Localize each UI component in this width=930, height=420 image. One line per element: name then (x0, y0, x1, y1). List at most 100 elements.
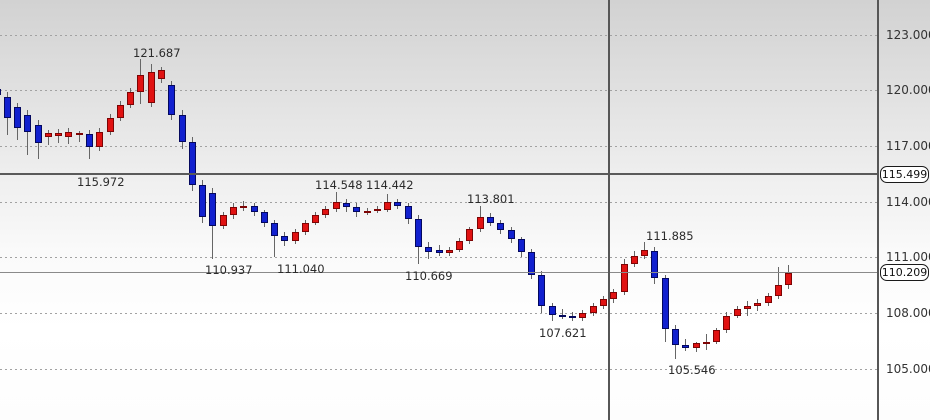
candlestick-down (343, 203, 351, 207)
candlestick-down (548, 306, 556, 315)
candlestick-up (641, 249, 649, 257)
candle-wick (777, 267, 779, 299)
candlestick-down (394, 202, 402, 206)
candlestick-down (178, 114, 186, 142)
candlestick-up (456, 241, 464, 250)
price-annotation: 113.801 (467, 192, 515, 206)
candlestick-down (168, 85, 176, 115)
price-level-line (0, 173, 878, 176)
candlestick-up (476, 217, 484, 230)
candle-wick (572, 311, 574, 322)
candlestick-down (0, 88, 1, 96)
candlestick-down (14, 107, 22, 128)
candlestick-up (610, 292, 618, 299)
candlestick-up (96, 131, 104, 148)
candlestick-up (466, 229, 474, 242)
candle-wick (27, 110, 29, 155)
candlestick-up (229, 206, 237, 216)
candlestick-up (332, 202, 340, 209)
price-annotation: 114.548 (315, 178, 363, 192)
price-annotation: 114.442 (366, 178, 414, 192)
price-annotation: 110.937 (205, 263, 253, 277)
gridline (0, 145, 878, 147)
candlestick-down (528, 252, 536, 275)
candlestick-down (281, 235, 289, 242)
candlestick-up (322, 208, 330, 216)
candlestick-up (764, 296, 772, 304)
gridline (0, 368, 878, 370)
candlestick-up (127, 91, 135, 105)
candlestick-down (558, 314, 566, 317)
candlestick-up (723, 315, 731, 331)
price-annotation: 115.972 (77, 175, 125, 189)
candle-wick (685, 338, 687, 351)
gridline (0, 313, 878, 315)
candlestick-down (682, 345, 690, 349)
candlestick-up (147, 72, 155, 103)
candlestick-down (661, 278, 669, 330)
candlestick-up (600, 298, 608, 307)
price-level-line (0, 272, 878, 274)
candlestick-down (486, 217, 494, 223)
candle-wick (78, 130, 80, 142)
candlestick-up (733, 309, 741, 316)
candlestick-up (579, 312, 587, 319)
candlestick-down (404, 205, 412, 219)
price-annotation: 110.669 (405, 269, 453, 283)
price-annotation: 107.621 (539, 326, 587, 340)
candlestick-up (774, 284, 782, 297)
candlestick-down (209, 192, 217, 227)
candlestick-down (188, 141, 196, 185)
candlestick-down (250, 205, 258, 213)
axis-separator-line (877, 0, 879, 420)
gridline (0, 201, 878, 203)
candlestick-down (34, 125, 42, 143)
candlestick-down (199, 184, 207, 218)
crosshair-vertical-line (608, 0, 610, 420)
candlestick-up (312, 215, 320, 223)
candle-wick (335, 192, 337, 212)
gridline (0, 257, 878, 259)
axis-tick-label: 123.000 (886, 27, 930, 42)
candlestick-down (414, 218, 422, 247)
candlestick-up (702, 341, 710, 344)
price-box: 110.209 (880, 264, 929, 282)
price-annotation: 111.040 (277, 262, 325, 276)
candlestick-down (271, 222, 279, 236)
axis-tick-label: 105.000 (886, 361, 930, 376)
candlestick-up (44, 133, 52, 138)
candlestick-down (538, 274, 546, 307)
candlestick-up (373, 208, 381, 211)
gridline (0, 90, 878, 92)
candlestick-down (86, 134, 94, 148)
candlestick-down (353, 206, 361, 213)
gridline (0, 34, 878, 36)
candlestick-up (692, 343, 700, 349)
candlestick-up (785, 272, 793, 285)
candlestick-up (291, 231, 299, 242)
candlestick-down (3, 97, 11, 118)
candlestick-up (384, 202, 392, 210)
price-annotation: 111.885 (646, 229, 694, 243)
candlestick-down (517, 239, 525, 253)
candlestick-up (157, 70, 165, 79)
candlestick-down (507, 230, 515, 240)
candlestick-up (754, 303, 762, 307)
candlestick-up (106, 117, 114, 132)
candlestick-up (445, 249, 453, 254)
candlestick-down (24, 114, 32, 132)
candlestick-up (620, 263, 628, 293)
price-annotation: 105.546 (668, 363, 716, 377)
candlestick-down (260, 212, 268, 223)
candlestick-up (116, 104, 124, 118)
candle-wick (274, 219, 276, 258)
axis-tick-label: 111.000 (886, 250, 930, 265)
price-box: 115.499 (880, 165, 929, 183)
candlestick-up (630, 256, 638, 264)
candlestick-up (301, 222, 309, 232)
